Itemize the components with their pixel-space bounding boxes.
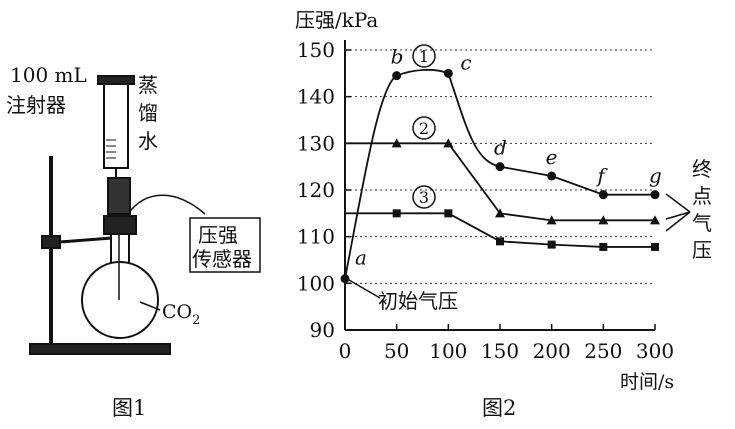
final-pressure-label-2: 点 <box>692 184 712 208</box>
water-label-1: 蒸 <box>138 73 158 97</box>
syringe-graduations <box>106 139 116 159</box>
series-badge-label: 2 <box>419 119 429 138</box>
pressure-sensor-box <box>189 217 261 273</box>
data-point <box>547 240 556 249</box>
series-line <box>344 68 655 279</box>
stand-base <box>29 343 171 355</box>
initial-pressure-label: 初始气压 <box>378 289 458 313</box>
water-label-2: 馏 <box>138 101 158 125</box>
data-point <box>391 138 402 148</box>
data-point <box>496 237 504 246</box>
pressure-chart: 90 100 110 120 130 140 150 0 50 100 150 200 250 300 1 a… <box>297 38 674 363</box>
x-tick-label: 250 <box>584 339 622 363</box>
flask-stopper <box>103 215 137 235</box>
data-point <box>651 242 659 251</box>
data-point <box>599 242 608 251</box>
data-point <box>650 190 660 200</box>
y-tick-label: 150 <box>297 38 335 62</box>
y-tick-label: 100 <box>297 271 335 295</box>
syringe-valve <box>107 177 131 215</box>
x-tick-label: 300 <box>636 339 674 363</box>
flask-body <box>81 261 159 339</box>
series-line <box>344 142 655 279</box>
series-badge-ring <box>412 116 436 140</box>
x-axis-title: 时间/s <box>620 371 674 393</box>
sensor-wire <box>127 194 206 215</box>
point-label: b <box>391 45 404 69</box>
x-tick-label: 100 <box>429 339 467 363</box>
gas-label: CO2 <box>162 301 200 328</box>
data-point <box>443 138 454 148</box>
data-point <box>443 68 453 78</box>
water-label-3: 水 <box>138 129 158 153</box>
figure2-caption: 图2 <box>482 396 517 420</box>
point-label: d <box>494 136 507 160</box>
sensor-label-line2: 传感器 <box>192 247 252 271</box>
x-tick-label: 150 <box>481 339 519 363</box>
series-badge-ring <box>412 185 436 209</box>
data-point <box>392 209 401 218</box>
series-badge-label: 3 <box>419 188 429 207</box>
point-label: e <box>546 145 558 169</box>
y-tick-label: 110 <box>297 225 335 249</box>
final-pressure-label-1: 终 <box>692 157 712 181</box>
point-label-c: c <box>460 50 471 74</box>
y-tick-label: 130 <box>297 131 335 155</box>
y-axis-title: 压强/kPa <box>295 8 378 32</box>
data-point <box>546 215 557 225</box>
x-tick-label: 200 <box>533 339 571 363</box>
syringe-barrel <box>103 83 129 169</box>
clamp-arm <box>59 236 113 244</box>
series-badge-ring <box>412 44 436 68</box>
figure1-caption: 图1 <box>112 396 147 420</box>
final-pressure-label-4: 压 <box>692 238 712 262</box>
data-point <box>598 190 608 200</box>
y-tick-label: 90 <box>310 318 335 342</box>
point-label: f <box>595 164 608 188</box>
final-pressure-label-3: 气 <box>692 211 712 235</box>
data-point <box>547 171 557 181</box>
gas-subscript: 2 <box>192 313 200 328</box>
syringe-volume-label: 100 mL <box>10 63 87 87</box>
data-point <box>392 71 402 81</box>
data-point <box>650 215 660 225</box>
y-tick-label: 120 <box>297 178 335 202</box>
data-point <box>444 209 453 218</box>
syringe-plunger-cap <box>97 75 135 85</box>
point-label: g <box>649 164 662 188</box>
sensor-label-line1: 压强 <box>198 223 238 247</box>
final-pressure-arrows <box>665 193 691 232</box>
co2-pointer <box>139 301 161 311</box>
stand-clamp <box>41 235 61 249</box>
point-label: a <box>355 246 367 270</box>
data-point <box>598 215 609 225</box>
x-tick-label: 50 <box>384 339 409 363</box>
initial-pressure-arrow <box>348 279 381 299</box>
y-tick-label: 140 <box>297 85 335 109</box>
syringe-name-label: 注射器 <box>6 93 66 117</box>
data-point <box>340 274 350 284</box>
series-badge-label: 1 <box>419 47 429 66</box>
data-point <box>495 208 505 218</box>
apparatus-figure <box>29 75 261 355</box>
data-point <box>495 162 505 172</box>
x-tick-label: 0 <box>339 339 352 363</box>
series-line <box>344 212 655 279</box>
